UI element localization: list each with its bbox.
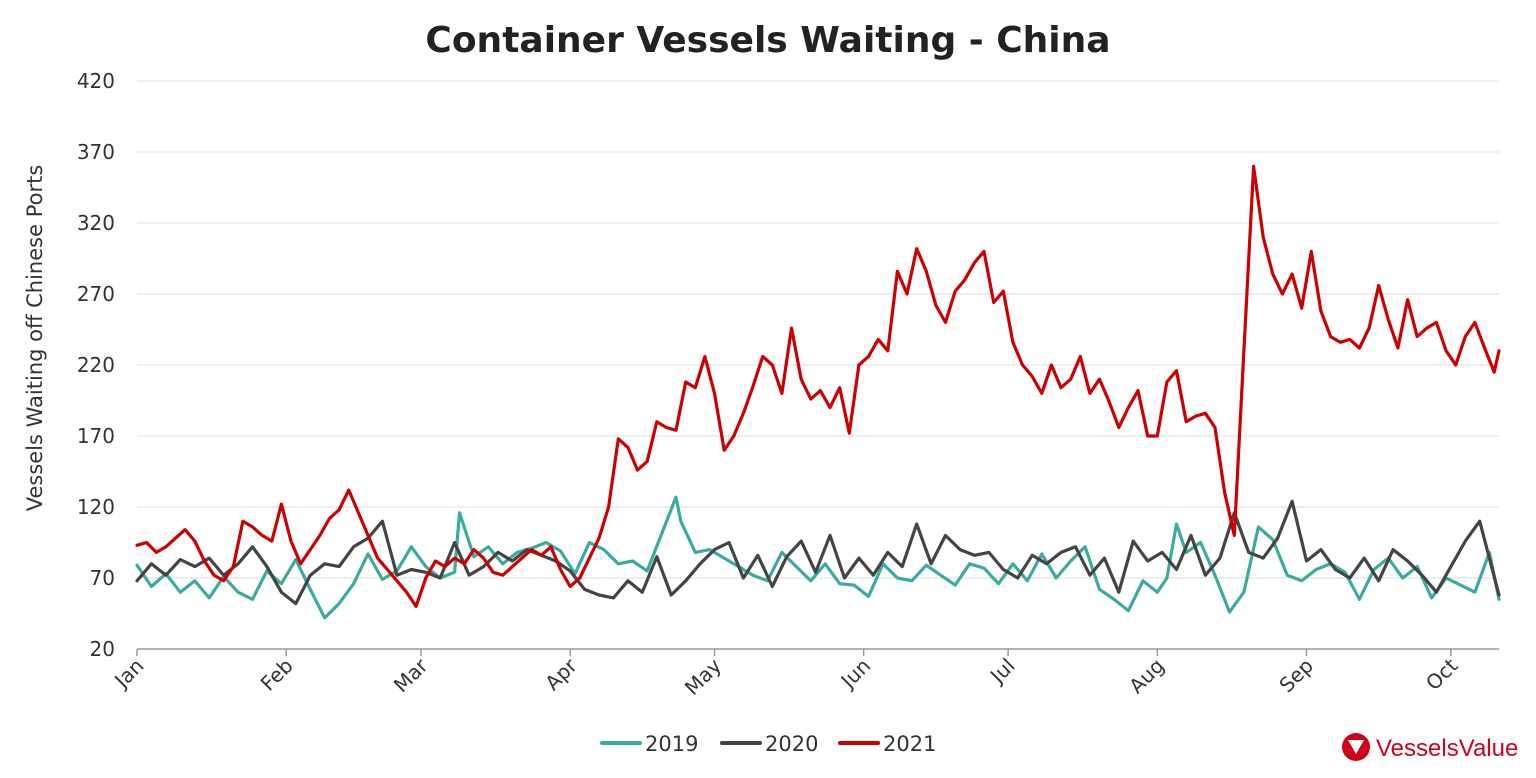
y-tick-label: 420 — [77, 69, 115, 93]
legend-label-2019: 2019 — [645, 732, 698, 756]
legend-label-2020: 2020 — [765, 732, 818, 756]
series-line-2019 — [135, 495, 1501, 620]
grid — [137, 80, 1499, 579]
y-tick-label: 170 — [77, 424, 115, 448]
x-tick-label: Jun — [835, 654, 875, 694]
y-tick-label: 220 — [77, 353, 115, 377]
y-tick-label: 70 — [90, 566, 115, 590]
y-tick-label: 20 — [90, 637, 115, 661]
x-tick-label: Mar — [389, 653, 433, 697]
vesselsvalue-logo: VesselsValue — [1342, 733, 1518, 762]
legend-label-2021: 2021 — [883, 732, 936, 756]
series-line-2020 — [135, 499, 1501, 606]
y-tick-label: 270 — [77, 282, 115, 306]
x-tick-label: Jul — [984, 654, 1019, 689]
legend: 2019 2020 2021 — [600, 732, 936, 756]
x-tick-label: Oct — [1421, 653, 1463, 695]
y-tick-label: 370 — [77, 140, 115, 164]
y-axis-label: Vessels Waiting off Chinese Ports — [23, 165, 47, 512]
vesselsvalue-logo-icon — [1342, 733, 1370, 761]
series-lines — [135, 164, 1501, 620]
vesselsvalue-logo-text: VesselsValue — [1376, 735, 1518, 762]
y-tick-label: 320 — [77, 211, 115, 235]
x-tick-label: Sep — [1274, 654, 1318, 698]
series-line-2021 — [135, 164, 1501, 609]
x-tick-label: Aug — [1124, 654, 1169, 699]
chart-title: Container Vessels Waiting - China — [425, 20, 1110, 61]
x-tick-label: Feb — [256, 654, 298, 696]
x-tick-label: May — [680, 653, 726, 699]
x-tick-label: Apr — [540, 653, 582, 695]
y-tick-label: 120 — [77, 495, 115, 519]
